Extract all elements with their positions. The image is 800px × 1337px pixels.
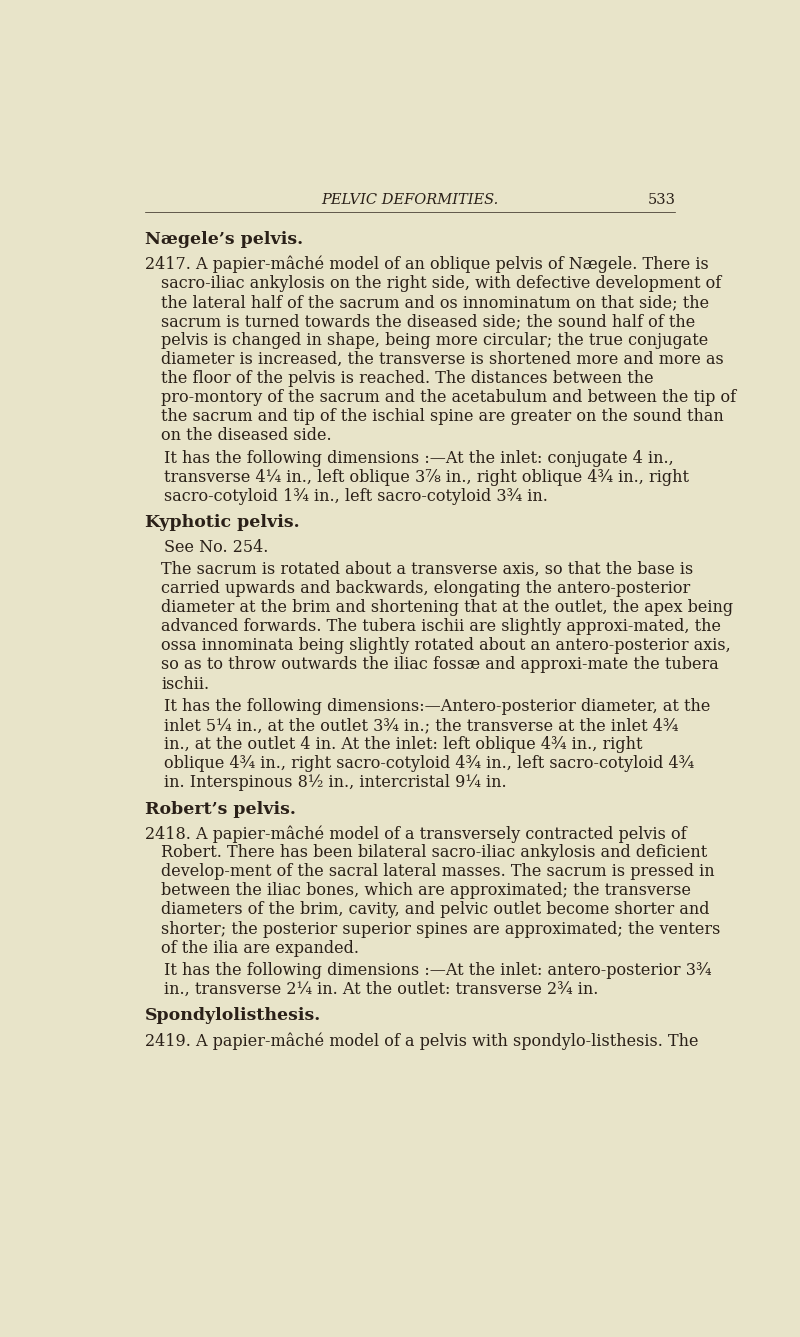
Text: It has the following dimensions:—Antero-posterior diameter, at the: It has the following dimensions:—Antero-… xyxy=(164,698,710,715)
Text: 2418. A papier-mâché model of a transversely contracted pelvis of: 2418. A papier-mâché model of a transver… xyxy=(145,825,686,842)
Text: diameter is increased, the transverse is shortened more and more as: diameter is increased, the transverse is… xyxy=(162,352,724,368)
Text: Spondylolisthesis.: Spondylolisthesis. xyxy=(145,1008,321,1024)
Text: 2419. A papier-mâché model of a pelvis with spondylo-listhesis. The: 2419. A papier-mâché model of a pelvis w… xyxy=(145,1032,698,1050)
Text: oblique 4¾ in., right sacro-cotyloid 4¾ in., left sacro-cotyloid 4¾: oblique 4¾ in., right sacro-cotyloid 4¾ … xyxy=(164,755,694,771)
Text: diameter at the brim and shortening that at the outlet, the apex being: diameter at the brim and shortening that… xyxy=(162,599,734,616)
Text: Robert. There has been bilateral sacro-iliac ankylosis and deficient: Robert. There has been bilateral sacro-i… xyxy=(162,844,708,861)
Text: 533: 533 xyxy=(647,194,675,207)
Text: the sacrum and tip of the ischial spine are greater on the sound than: the sacrum and tip of the ischial spine … xyxy=(162,408,724,425)
Text: ossa innominata being slightly rotated about an antero-posterior axis,: ossa innominata being slightly rotated a… xyxy=(162,638,731,654)
Text: sacro-cotyloid 1¾ in., left sacro-cotyloid 3¾ in.: sacro-cotyloid 1¾ in., left sacro-cotylo… xyxy=(164,488,548,505)
Text: advanced forwards. The tubera ischii are slightly approxi-mated, the: advanced forwards. The tubera ischii are… xyxy=(162,618,722,635)
Text: pelvis is changed in shape, being more circular; the true conjugate: pelvis is changed in shape, being more c… xyxy=(162,332,709,349)
Text: ischii.: ischii. xyxy=(162,675,210,693)
Text: shorter; the posterior superior spines are approximated; the venters: shorter; the posterior superior spines a… xyxy=(162,920,721,937)
Text: between the iliac bones, which are approximated; the transverse: between the iliac bones, which are appro… xyxy=(162,882,691,900)
Text: in., transverse 2¼ in. At the outlet: transverse 2¾ in.: in., transverse 2¼ in. At the outlet: tr… xyxy=(164,981,598,997)
Text: The sacrum is rotated about a transverse axis, so that the base is: The sacrum is rotated about a transverse… xyxy=(162,562,694,578)
Text: on the diseased side.: on the diseased side. xyxy=(162,428,332,444)
Text: Nægele’s pelvis.: Nægele’s pelvis. xyxy=(145,231,302,249)
Text: in., at the outlet 4 in. At the inlet: left oblique 4¾ in., right: in., at the outlet 4 in. At the inlet: l… xyxy=(164,735,642,753)
Text: pro-montory of the sacrum and the acetabulum and between the tip of: pro-montory of the sacrum and the acetab… xyxy=(162,389,737,406)
Text: develop-ment of the sacral lateral masses. The sacrum is pressed in: develop-ment of the sacral lateral masse… xyxy=(162,864,715,880)
Text: PELVIC DEFORMITIES.: PELVIC DEFORMITIES. xyxy=(322,194,498,207)
Text: It has the following dimensions :—At the inlet: conjugate 4 in.,: It has the following dimensions :—At the… xyxy=(164,449,674,467)
Text: carried upwards and backwards, elongating the antero-posterior: carried upwards and backwards, elongatin… xyxy=(162,580,690,598)
Text: in. Interspinous 8½ in., intercristal 9¼ in.: in. Interspinous 8½ in., intercristal 9¼… xyxy=(164,774,506,792)
Text: inlet 5¼ in., at the outlet 3¾ in.; the transverse at the inlet 4¾: inlet 5¼ in., at the outlet 3¾ in.; the … xyxy=(164,717,678,734)
Text: Kyphotic pelvis.: Kyphotic pelvis. xyxy=(145,515,299,531)
Text: Robert’s pelvis.: Robert’s pelvis. xyxy=(145,801,295,818)
Text: so as to throw outwards the iliac fossæ and approxi-mate the tubera: so as to throw outwards the iliac fossæ … xyxy=(162,656,719,674)
Text: 2417. A papier-mâché model of an oblique pelvis of Nægele. There is: 2417. A papier-mâché model of an oblique… xyxy=(145,255,708,273)
Text: diameters of the brim, cavity, and pelvic outlet become shorter and: diameters of the brim, cavity, and pelvi… xyxy=(162,901,710,919)
Text: transverse 4¼ in., left oblique 3⅞ in., right oblique 4¾ in., right: transverse 4¼ in., left oblique 3⅞ in., … xyxy=(164,469,689,485)
Text: the lateral half of the sacrum and os innominatum on that side; the: the lateral half of the sacrum and os in… xyxy=(162,294,710,312)
Text: of the ilia are expanded.: of the ilia are expanded. xyxy=(162,940,359,956)
Text: the floor of the pelvis is reached. The distances between the: the floor of the pelvis is reached. The … xyxy=(162,370,654,388)
Text: sacro-iliac ankylosis on the right side, with defective development of: sacro-iliac ankylosis on the right side,… xyxy=(162,275,722,291)
Text: It has the following dimensions :—At the inlet: antero-posterior 3¾: It has the following dimensions :—At the… xyxy=(164,961,712,979)
Text: See No. 254.: See No. 254. xyxy=(164,539,269,556)
Text: sacrum is turned towards the diseased side; the sound half of the: sacrum is turned towards the diseased si… xyxy=(162,313,696,330)
